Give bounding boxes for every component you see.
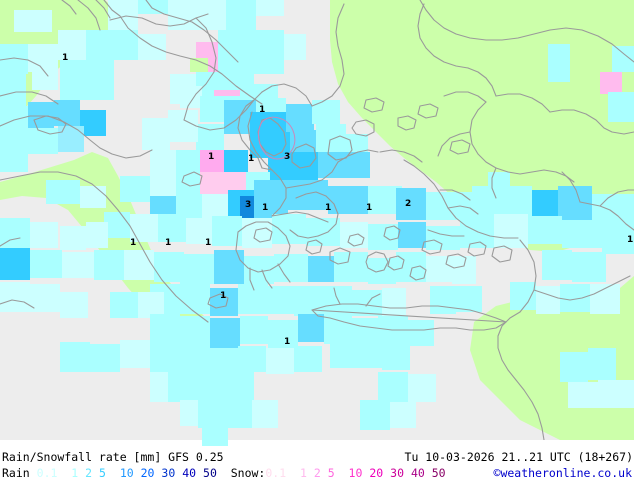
legend-tick: 10 (348, 466, 363, 480)
coastline-layer (0, 0, 634, 440)
precip-value-label: 1 (627, 235, 634, 245)
valid-datetime: Tu 10-03-2026 21..21 UTC (18+267) (404, 450, 633, 464)
precip-value-label: 3 (245, 200, 252, 210)
precip-value-label: 1 (130, 238, 137, 248)
legend-tick: 40 (182, 466, 197, 480)
footer-row-title: Rain/Snowfall rate [mm] GFS 0.25 Tu 10-0… (0, 450, 634, 464)
precip-value-label: 1 (284, 337, 291, 347)
legend-tick: 5 (327, 466, 335, 480)
precip-value-label: 1 (205, 238, 212, 248)
legend-tick: 5 (99, 466, 106, 480)
precip-value-label: 1 (62, 53, 69, 63)
precip-value-label: 1 (366, 203, 373, 213)
legend-tick: 30 (161, 466, 176, 480)
legend-tick: 0.1 (265, 466, 287, 480)
legend-tick: 20 (140, 466, 155, 480)
precip-cell-overflow (202, 434, 228, 446)
map-footer: Rain/Snowfall rate [mm] GFS 0.25 Tu 10-0… (0, 440, 634, 490)
legend-scale: Rain 0.1 1 2 5 10 20 30 40 50 Snow:0.1 1… (2, 466, 446, 480)
precip-value-label: 1 (262, 203, 269, 213)
precip-value-label: 1 (259, 105, 266, 115)
legend-tick: 50 (203, 466, 217, 480)
precip-value-label: 3 (284, 152, 291, 162)
precip-value-label: 1 (208, 152, 215, 162)
snow-legend-label: Snow: (230, 466, 266, 480)
footer-row-legend: Rain 0.1 1 2 5 10 20 30 40 50 Snow:0.1 1… (0, 466, 634, 480)
legend-tick: 40 (410, 466, 425, 480)
legend-tick: 1 (300, 466, 307, 480)
precip-value-label: 1 (325, 203, 332, 213)
copyright-notice[interactable]: ©weatheronline.co.uk (493, 466, 632, 480)
precip-value-label: 1 (248, 154, 255, 164)
legend-tick: 0.1 (36, 466, 58, 480)
precipitation-map[interactable]: 1 1 1 1 3 3 1 1 1 2 1 1 1 1 1 1 (0, 0, 634, 440)
precipitation-layer (0, 0, 634, 440)
legend-tick: 1 (71, 466, 79, 480)
precip-value-label: 1 (220, 291, 227, 301)
legend-tick: 50 (431, 466, 446, 480)
isobar-arc (258, 116, 296, 160)
legend-tick: 20 (369, 466, 384, 480)
legend-tick: 2 (313, 466, 321, 480)
rain-scale-values: 0.1 1 2 5 10 20 30 40 50 (37, 466, 217, 480)
legend-tick: 30 (390, 466, 404, 480)
precip-value-label: 2 (405, 199, 412, 209)
precip-value-label: 1 (165, 238, 172, 248)
map-graphics (0, 0, 634, 440)
legend-tick: 2 (85, 466, 93, 480)
rain-legend-label: Rain (2, 466, 30, 480)
snow-scale-values: 0.1 1 2 5 10 20 30 40 50 (265, 466, 445, 480)
legend-tick: 10 (119, 466, 134, 480)
map-title: Rain/Snowfall rate [mm] GFS 0.25 (2, 450, 224, 464)
